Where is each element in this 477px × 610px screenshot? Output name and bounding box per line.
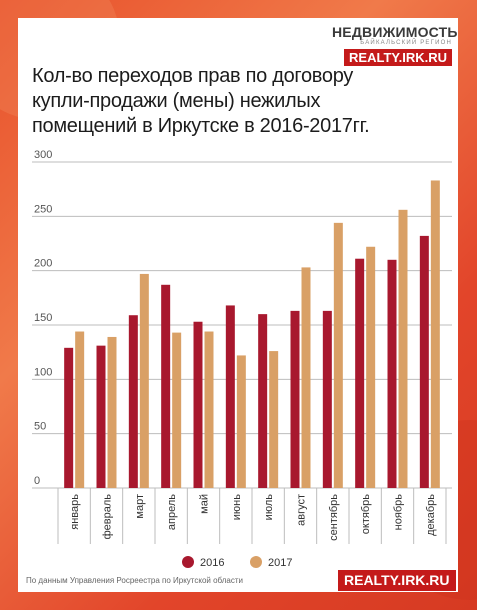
legend-label: 2017 [268,557,292,569]
bar-2016 [161,284,171,488]
x-tick-label: август [296,494,308,526]
legend-marker-2016 [182,556,194,568]
legend-label: 2016 [200,557,224,569]
x-tick-label: сентябрь [328,494,340,541]
bar-2016 [290,310,300,488]
bar-2017 [107,336,117,488]
x-tick-label: июнь [231,494,243,520]
y-tick-label: 250 [34,203,52,215]
source-note: По данным Управления Росреестра по Иркут… [26,576,244,585]
bar-2016 [258,314,268,488]
y-tick-label: 200 [34,258,52,270]
bar-2017 [301,267,311,488]
x-tick-label: октябрь [360,494,372,534]
logo-name: НЕДВИЖИМОСТЬ [332,24,458,40]
y-tick-label: 0 [34,475,40,487]
y-tick-label: 300 [34,149,52,161]
bar-2017 [269,351,279,488]
bar-2017 [333,222,343,488]
bar-2017 [366,246,376,488]
x-tick-label: ноябрь [393,494,405,531]
x-tick-label: май [199,494,211,514]
bar-2017 [398,209,408,488]
bar-2016 [355,258,365,488]
x-tick-label: февраль [102,494,114,540]
y-tick-label: 100 [34,366,52,378]
bar-2017 [236,355,246,488]
chart-card [18,18,458,592]
bar-2016 [96,345,106,488]
chart-title: Кол-во переходов прав по договору купли-… [32,65,370,137]
bar-2016 [322,310,332,488]
bar-2017 [139,273,149,488]
bar-2016 [419,235,429,488]
x-tick-label: март [134,494,146,519]
bar-2017 [172,332,182,488]
x-tick-label: апрель [166,494,178,530]
bar-2017 [204,331,214,488]
y-tick-label: 50 [34,421,46,433]
bar-2017 [75,331,85,488]
x-tick-label: декабрь [425,494,437,536]
bar-2017 [430,180,440,488]
bar-2016 [225,305,235,488]
brand-logo[interactable]: НЕДВИЖИМОСТЬ байкальский регион REALTY.I… [332,24,458,67]
bar-2016 [128,315,138,488]
y-tick-label: 150 [34,312,52,324]
logo-url[interactable]: REALTY.IRK.RU [344,49,452,66]
bar-2016 [64,347,74,488]
x-tick-label: июль [263,494,275,521]
bar-2016 [387,259,397,488]
x-tick-label: январь [69,494,81,530]
logo-tagline: байкальский регион [360,40,452,46]
legend-marker-2017 [250,556,262,568]
bar-2016 [193,321,203,488]
footer-url-link[interactable]: REALTY.IRK.RU [338,570,456,591]
